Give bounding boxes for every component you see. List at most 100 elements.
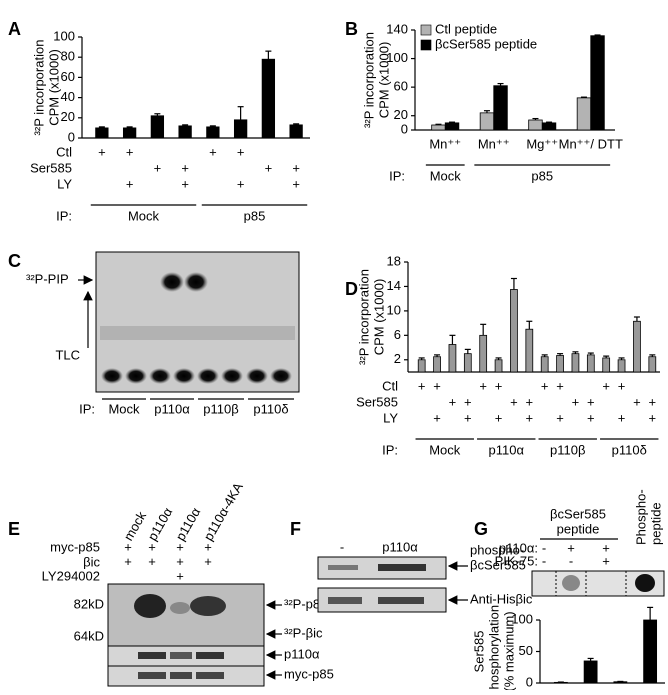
bar	[526, 329, 533, 372]
row-label: βic	[83, 554, 100, 569]
error-bar	[634, 317, 640, 321]
legend-swatch	[421, 40, 431, 50]
error-bar	[449, 335, 455, 344]
bar	[542, 123, 556, 130]
y-tick-label: 0	[68, 129, 75, 144]
error-bar	[511, 279, 517, 290]
y-tick-label: 10	[387, 302, 401, 317]
condition-mark: +	[649, 394, 657, 409]
group-label: Mock	[429, 442, 461, 457]
condition-mark: +	[154, 160, 162, 175]
y-tick-label: 60	[394, 79, 408, 94]
size-marker: 82kD	[74, 596, 104, 611]
condition-mark: +	[98, 144, 106, 159]
condition-mark: +	[181, 176, 189, 191]
bar	[445, 123, 459, 130]
condition-mark: +	[649, 410, 657, 425]
direction-label: TLC	[55, 347, 80, 362]
condition-mark: +	[556, 378, 564, 393]
lane-label: p110α	[154, 401, 190, 416]
sign: +	[148, 539, 156, 554]
condition-mark: +	[602, 378, 610, 393]
panel-letter: A	[8, 19, 21, 39]
condition-mark: +	[526, 410, 534, 425]
bar	[207, 127, 219, 138]
group-label: p85	[244, 208, 266, 223]
size-marker: 64kD	[74, 628, 104, 643]
y-axis-label: (% maximum)	[501, 611, 516, 690]
condition-mark: +	[292, 176, 300, 191]
ip-label: IP:	[382, 442, 398, 457]
y-axis-label: ³²P incorporation	[361, 32, 376, 128]
bar	[449, 345, 456, 373]
y-tick-label: 80	[61, 49, 75, 64]
group-label: p85	[531, 168, 553, 183]
sign: -	[542, 553, 546, 568]
group-label: p110δ	[612, 442, 647, 457]
error-bar	[480, 324, 486, 335]
bar	[649, 357, 656, 372]
condition-mark: +	[633, 394, 641, 409]
condition-label: Ser585	[356, 394, 398, 409]
bar	[480, 335, 487, 372]
condition-mark: +	[209, 144, 217, 159]
lane-label: p110β	[203, 401, 238, 416]
column-label: p110α-4KA	[201, 480, 246, 544]
y-axis-label: Phosphorylation	[486, 605, 501, 690]
condition-mark: +	[541, 378, 549, 393]
ip-label: IP:	[389, 168, 405, 183]
bar	[123, 128, 135, 138]
condition-mark: +	[126, 176, 134, 191]
condition-mark: +	[479, 378, 487, 393]
group-label: Mock	[128, 208, 160, 223]
condition-mark: +	[237, 176, 245, 191]
error-bar	[526, 321, 532, 329]
group-label: Mock	[430, 168, 462, 183]
x-tick-label: Mg⁺⁺	[526, 136, 558, 151]
control-label: peptide	[648, 502, 663, 545]
dot	[635, 574, 655, 592]
blot	[108, 584, 264, 646]
legend-label: Ctl peptide	[435, 21, 497, 36]
row-label: PIK-75:	[495, 553, 538, 568]
band-label: ³²P-βic	[284, 625, 323, 640]
condition-mark: +	[526, 394, 534, 409]
panel-letter: C	[8, 251, 21, 271]
ip-label: IP:	[79, 401, 95, 416]
bar	[618, 360, 625, 372]
panel-letter: E	[8, 519, 20, 539]
y-axis-label: CPM (x1000)	[46, 49, 61, 126]
error-bar	[238, 107, 244, 120]
bar	[262, 59, 274, 138]
bar	[577, 98, 591, 130]
group-label: p110α	[489, 442, 525, 457]
condition-mark: +	[587, 410, 595, 425]
sign: +	[176, 554, 184, 569]
bar	[495, 360, 502, 372]
panel-letter: F	[290, 519, 301, 539]
column-label: p110α	[173, 505, 204, 544]
condition-mark: +	[464, 410, 472, 425]
legend-swatch	[421, 25, 431, 35]
bar	[234, 120, 246, 138]
y-tick-label: 20	[61, 109, 75, 124]
error-bar	[265, 51, 271, 59]
condition-mark: +	[181, 160, 189, 175]
y-tick-label: 20	[394, 107, 408, 122]
error-bar	[647, 607, 653, 620]
condition-mark: +	[572, 394, 580, 409]
dot	[562, 575, 580, 591]
condition-mark: +	[510, 394, 518, 409]
bar	[432, 125, 446, 130]
column-label: mock	[121, 508, 150, 543]
sign: +	[124, 554, 132, 569]
condition-label: Ser585	[30, 160, 72, 175]
condition-label: LY	[57, 176, 72, 191]
y-axis-label: ³²P incorporation	[356, 269, 371, 365]
condition-label: Ctl	[382, 378, 398, 393]
y-tick-label: 100	[53, 28, 75, 43]
panel-letter: B	[345, 19, 358, 39]
column-label: p110α	[145, 505, 176, 544]
y-axis-label: ³²P incorporation	[31, 40, 46, 136]
panel-letter: G	[474, 519, 488, 539]
